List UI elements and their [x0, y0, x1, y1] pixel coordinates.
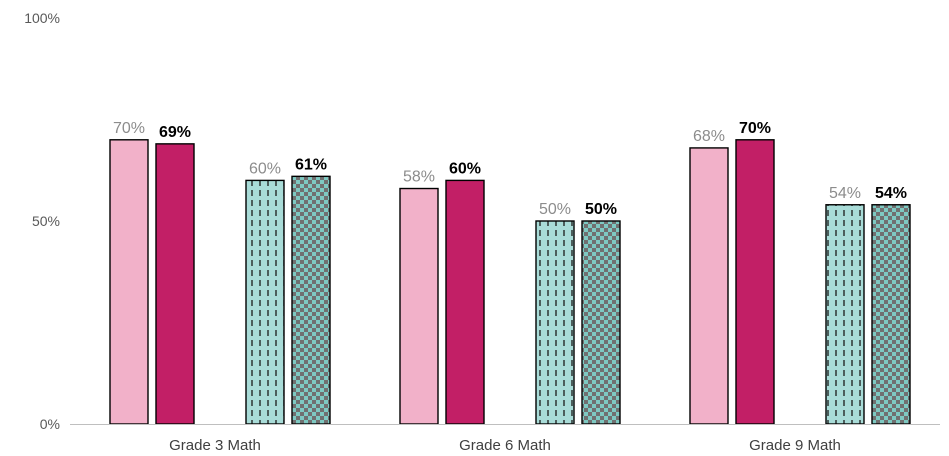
category-label-2: Grade 6 Math [459, 437, 551, 454]
data-labels: 70% 69% 60% 61% 58% 60% 50% 50% 68% 70% 54% 54% [113, 120, 907, 218]
bar-1-1 [109, 139, 149, 425]
bar-1-3 [245, 179, 285, 425]
data-label-3-2: 70% [739, 120, 771, 137]
bar-2-2 [445, 179, 485, 425]
bar-1-4 [291, 175, 331, 425]
data-label-2-3: 50% [539, 201, 571, 218]
data-label-1-2: 69% [159, 124, 191, 141]
bar-3-3 [825, 204, 865, 425]
bars [109, 139, 911, 425]
data-label-3-3: 54% [829, 185, 861, 202]
data-label-3-4: 54% [875, 185, 907, 202]
data-label-1-3: 60% [249, 160, 281, 177]
category-label-1: Grade 3 Math [169, 437, 261, 454]
data-label-2-1: 58% [403, 169, 435, 186]
bar-2-4 [581, 220, 621, 425]
y-tick-label-1: 50% [32, 213, 60, 229]
data-label-1-1: 70% [113, 120, 145, 137]
data-label-3-1: 68% [693, 128, 725, 145]
bar-3-1 [689, 147, 729, 425]
bar-3-4 [871, 204, 911, 425]
y-axis-ticks: 0% 50% 100% [24, 10, 60, 432]
data-label-2-4: 50% [585, 201, 617, 218]
bar-1-2 [155, 143, 195, 425]
data-label-2-2: 60% [449, 160, 481, 177]
y-tick-label-0: 0% [40, 416, 60, 432]
category-labels: Grade 3 Math Grade 6 Math Grade 9 Math [169, 437, 841, 454]
data-label-1-4: 61% [295, 156, 327, 173]
y-tick-label-2: 100% [24, 10, 60, 26]
bar-2-3 [535, 220, 575, 425]
bar-3-2 [735, 139, 775, 425]
category-label-3: Grade 9 Math [749, 437, 841, 454]
bar-2-1 [399, 187, 439, 425]
